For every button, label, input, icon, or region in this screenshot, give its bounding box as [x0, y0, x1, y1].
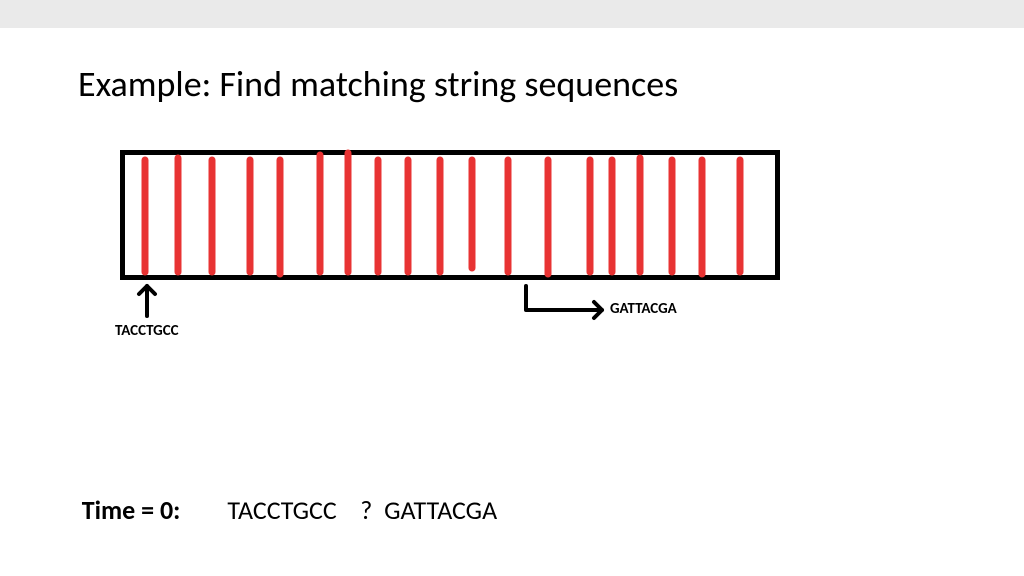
time-key: Time = 0:	[82, 494, 181, 526]
time-seq1: TACCTGCC	[227, 494, 336, 526]
time-seq2: GATTACGA	[384, 494, 497, 526]
time-op: ?	[360, 494, 372, 526]
time-step-line: Time = 0: TACCTGCC ? GATTACGA	[70, 462, 497, 526]
right-sequence-label: GATTACGA	[610, 300, 677, 318]
